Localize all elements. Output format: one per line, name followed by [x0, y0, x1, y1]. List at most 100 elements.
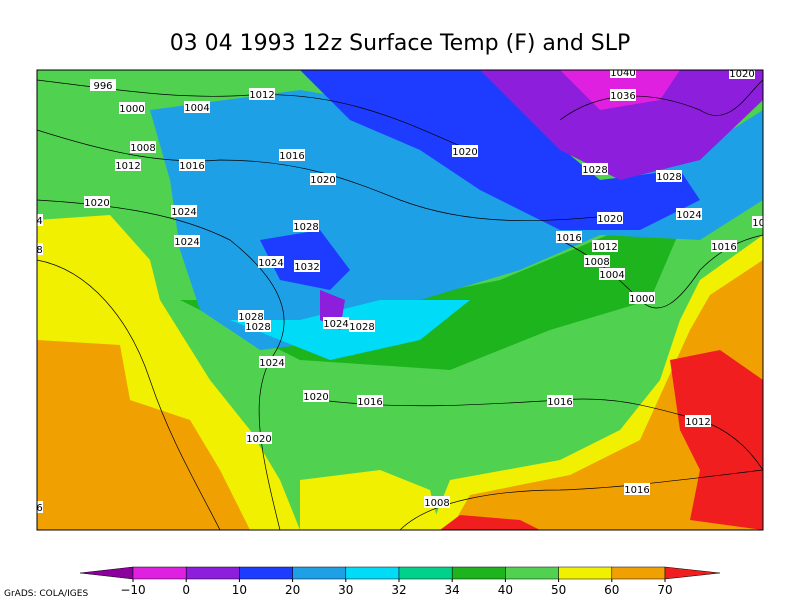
isobar-label-box [130, 141, 156, 153]
isobar-label-box [245, 320, 271, 332]
isobar-label-box [556, 231, 582, 243]
colorbar-tick-label: 34 [445, 583, 460, 597]
isobar-label: 1008 [424, 498, 449, 509]
isobar-label-box [37, 501, 43, 513]
isobar-label-box [238, 310, 264, 322]
isobar-label-box [752, 216, 763, 228]
colorbar-box [132, 566, 187, 580]
isobar-label-box [357, 395, 383, 407]
isobar-label-box [293, 220, 319, 232]
isobar-label: 1024 [17, 216, 42, 227]
field-60-70 [450, 260, 763, 530]
colorbar-tick-label: −10 [120, 583, 145, 597]
isobar-label: 1032 [294, 262, 319, 273]
colorbar-box [185, 566, 240, 580]
isobar-label: 1012 [249, 90, 274, 101]
field-0-10 [480, 70, 763, 180]
isobar-label-box [184, 101, 210, 113]
isobar-label-box [279, 149, 305, 161]
isobar-label: 1016 [547, 397, 572, 408]
isobar-label-box [171, 205, 197, 217]
colorbar-tick-label: 40 [498, 583, 513, 597]
isobar-label: 1016 [357, 397, 382, 408]
title: 03 04 1993 12z Surface Temp (F) and SLP [170, 31, 631, 56]
isobar-label: 1024 [259, 358, 284, 369]
isobar-label-box [174, 235, 200, 247]
isobar-label: 1016 [279, 151, 304, 162]
isobar-label-box [729, 70, 755, 79]
isobar-label-box [259, 356, 285, 368]
isobar-label: 1024 [323, 319, 348, 330]
isobar-label: 1040 [610, 68, 635, 79]
isobar-label-box [246, 432, 272, 444]
isobar-label: 1036 [610, 91, 635, 102]
isobar-label-box [610, 89, 636, 101]
isobar-label: 1020 [246, 434, 271, 445]
isobar-label-box [676, 208, 702, 220]
field-60-70 [37, 340, 250, 530]
isobar-label: 1020 [597, 214, 622, 225]
isobar-label: 1024 [258, 258, 283, 269]
isobars [37, 79, 763, 530]
credit: GrADS: COLA/IGES [4, 589, 88, 599]
isobar-label: 1012 [115, 161, 140, 172]
isobar-label: 1012 [592, 242, 617, 253]
field-50-60 [300, 470, 440, 530]
isobar-label: 1008 [130, 143, 155, 154]
isobar-label: 1020 [310, 175, 335, 186]
isobar-label-box [37, 214, 43, 226]
isobar-label: 1024 [752, 218, 777, 229]
isobar-label-box [582, 163, 608, 175]
isobar-label: 1020 [84, 198, 109, 209]
isobar-label-box [258, 256, 284, 268]
isobar-label: 1020 [729, 69, 754, 80]
isobar-label: 1028 [238, 312, 263, 323]
isobar-label-box [294, 260, 320, 272]
isobar-label: 1000 [119, 104, 144, 115]
isobar [559, 79, 763, 121]
map-frame [36, 69, 764, 531]
isobar [37, 199, 285, 530]
isobar-label: 1012 [685, 417, 710, 428]
colorbar-tick-label: 50 [551, 583, 566, 597]
colorbar-tick-label: 0 [182, 583, 190, 597]
isobar-label-box [349, 320, 375, 332]
colorbar-tick-label: 10 [232, 583, 247, 597]
colorbar-box [558, 566, 613, 580]
isobar-label-box [452, 145, 478, 157]
isobar-label: 1020 [303, 392, 328, 403]
colorbar-tick-label: 70 [657, 583, 672, 597]
colorbar-box [345, 566, 400, 580]
colorbar-box [292, 566, 347, 580]
colorbar-tick-label: 60 [604, 583, 619, 597]
isobar-label-box [179, 159, 205, 171]
colorbar-box [451, 566, 506, 580]
colorbar-arrow [664, 566, 721, 580]
isobar-label-box [624, 483, 650, 495]
isobar-label: 1028 [293, 222, 318, 233]
isobar-label-box [592, 240, 618, 252]
colorbar-box [611, 566, 666, 580]
isobar-label: 1004 [184, 103, 209, 114]
colorbar-arrow [79, 566, 134, 580]
field-above-70 [670, 350, 763, 530]
isobar-label-box [597, 212, 623, 224]
isobar-label-box [610, 70, 636, 78]
colorbar: −10 0 10 20 30 32 34 40 50 60 70 [79, 566, 721, 597]
isobar-label: 1028 [349, 322, 374, 333]
isobar-label: 1024 [174, 237, 199, 248]
isobar-label: 1016 [17, 503, 42, 514]
colorbar-box [398, 566, 453, 580]
isobar-label-box [90, 79, 116, 91]
isobar-label-box [711, 240, 737, 252]
isobar-label-box [303, 390, 329, 402]
isobar-label: 1016 [711, 242, 736, 253]
isobar-label: 1024 [676, 210, 701, 221]
isobar-label-box [685, 415, 711, 427]
isobar-label-box [115, 159, 141, 171]
isobar-label-box [323, 317, 349, 329]
isobar-label: 1000 [629, 294, 654, 305]
